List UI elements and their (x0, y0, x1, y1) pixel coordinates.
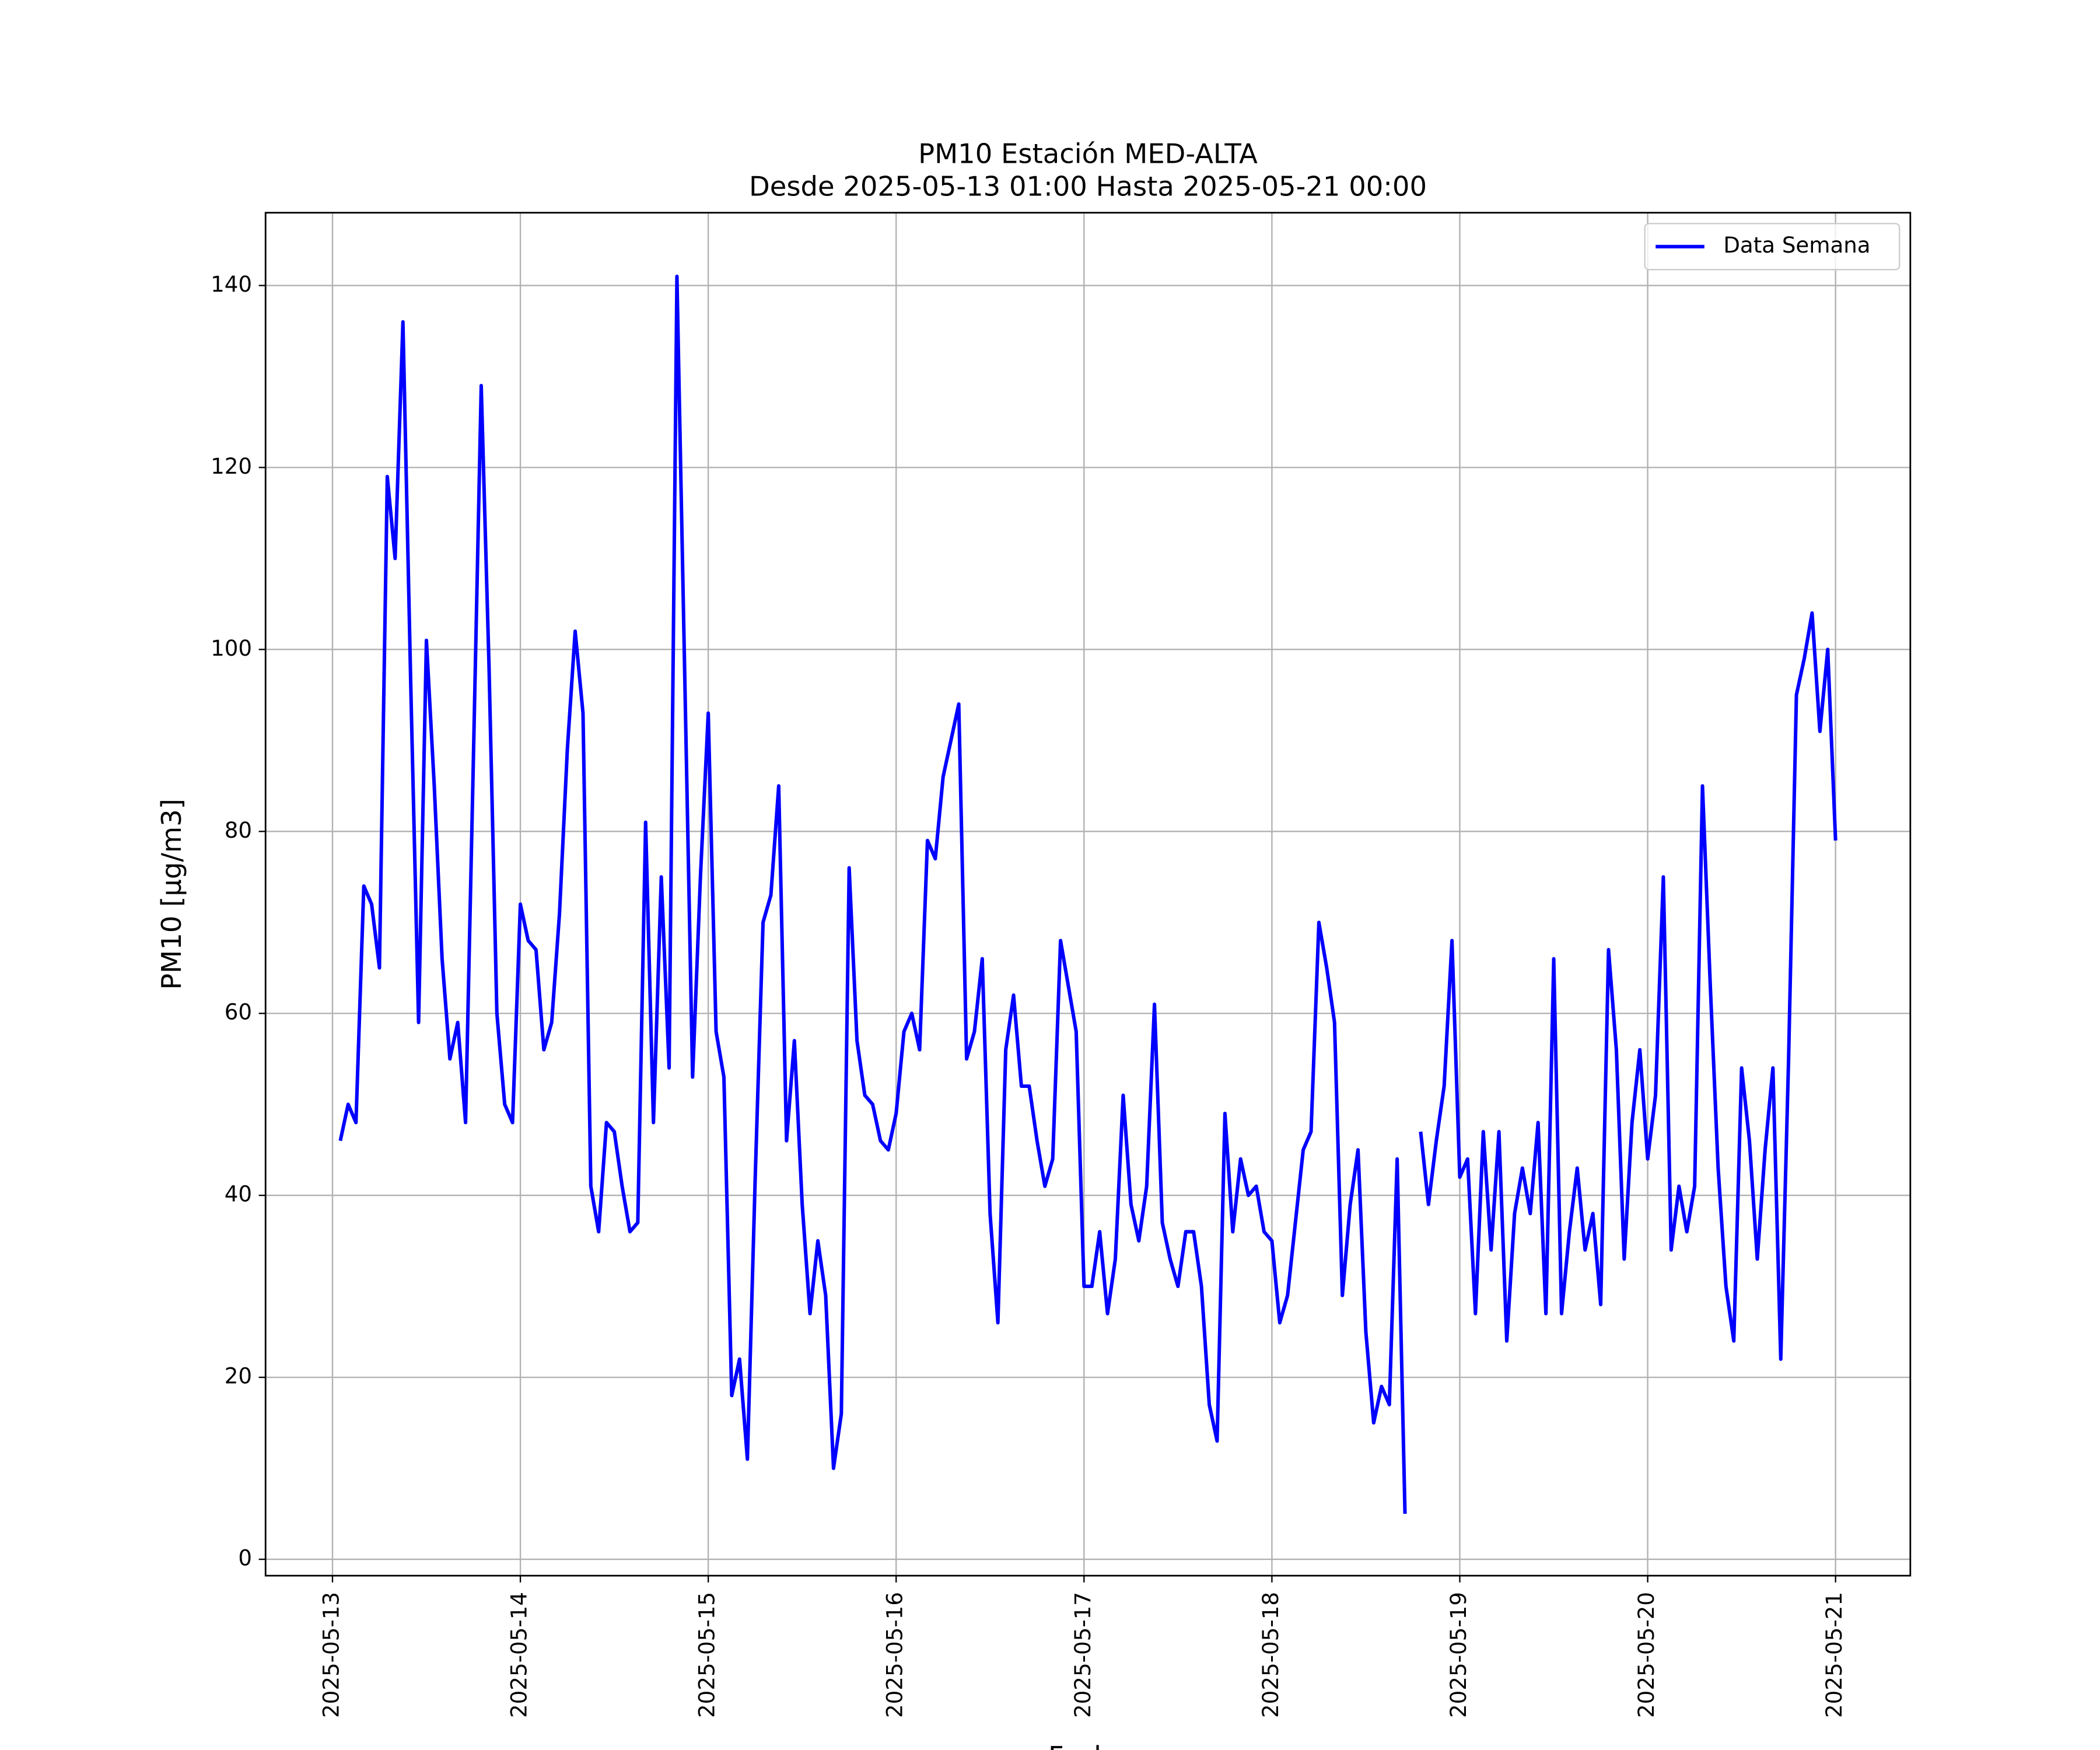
plot-frame (264, 212, 1912, 1577)
legend-box (1644, 223, 1901, 271)
x-tick-label: 2025-05-15 (695, 1592, 720, 1718)
x-tick-label: 2025-05-19 (1446, 1592, 1471, 1718)
legend-label: Data Semana (1723, 233, 1870, 258)
x-tick-label: 2025-05-16 (883, 1592, 908, 1718)
y-tick-label: 100 (211, 636, 252, 661)
y-tick-label: 140 (211, 272, 252, 297)
x-axis-label: Fecha (1048, 1741, 1128, 1750)
chart-subtitle: Desde 2025-05-13 01:00 Hasta 2025-05-21 … (749, 170, 1427, 202)
x-tick-label: 2025-05-21 (1822, 1592, 1847, 1718)
x-tick-label: 2025-05-20 (1634, 1592, 1659, 1718)
x-tick-label: 2025-05-13 (318, 1592, 344, 1718)
y-tick-label: 60 (225, 1000, 252, 1025)
y-tick-label: 0 (238, 1546, 252, 1571)
x-tick-label: 2025-05-18 (1258, 1592, 1283, 1718)
x-tick-label: 2025-05-14 (507, 1592, 532, 1718)
x-tick-label: 2025-05-17 (1070, 1592, 1096, 1718)
y-tick-label: 80 (225, 818, 252, 843)
y-tick-label: 20 (225, 1364, 252, 1389)
y-tick-label: 40 (225, 1182, 252, 1207)
chart-title: PM10 Estación MED-ALTA (918, 138, 1258, 170)
y-tick-label: 120 (211, 454, 252, 479)
data-line (338, 274, 1838, 1514)
y-axis-label: PM10 [μg/m3] (156, 799, 187, 990)
